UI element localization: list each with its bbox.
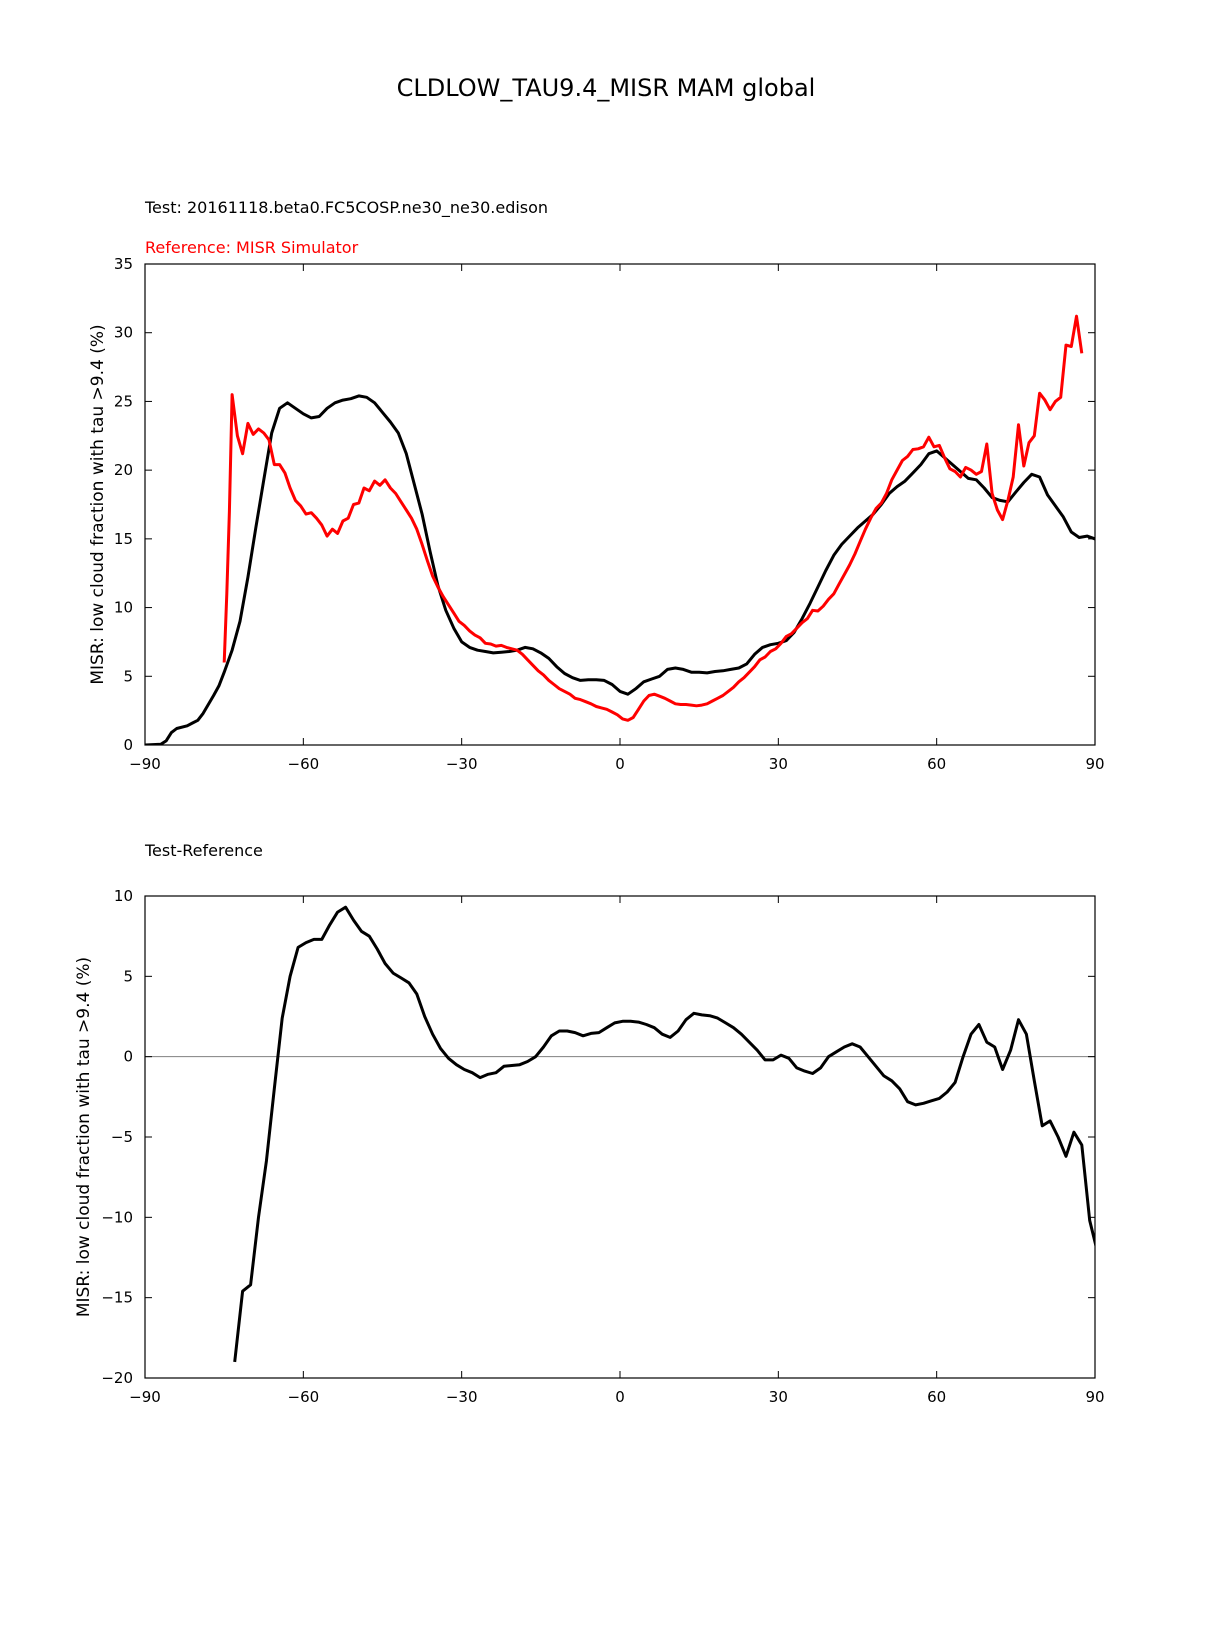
y-tick-label: −15 (101, 1289, 133, 1307)
y-tick-label: −10 (101, 1208, 133, 1226)
x-tick-label: 0 (615, 1388, 625, 1406)
x-tick-label: 30 (769, 755, 788, 773)
axes-frame (144, 263, 1096, 746)
x-tick-label: 60 (927, 1388, 946, 1406)
y-tick-label: 10 (114, 599, 133, 617)
y-tick-label: 5 (123, 967, 133, 985)
y-tick-label: 25 (114, 392, 133, 410)
x-tick-label: 90 (1085, 755, 1104, 773)
y-tick-label: 0 (123, 1048, 133, 1066)
y-tick-label: 0 (123, 736, 133, 754)
test-label: Test: 20161118.beta0.FC5COSP.ne30_ne30.e… (145, 198, 549, 217)
diff-label: Test-Reference (145, 841, 263, 860)
x-tick-label: −60 (288, 755, 320, 773)
test-series-line (145, 394, 1095, 745)
y-axis-label: MISR: low cloud fraction with tau >9.4 (… (88, 324, 108, 684)
x-tick-label: −60 (288, 1388, 320, 1406)
y-tick-label: 5 (123, 667, 133, 685)
reference-label: Reference: MISR Simulator (145, 238, 359, 257)
y-tick-label: −5 (111, 1128, 133, 1146)
plot-panel-2: −90 −60 −30 0 30 60 90 −20 −15 −10 −5 0 5 10 MISR: low… (74, 887, 1105, 1406)
x-tick-label: −30 (446, 755, 478, 773)
plot-panel-1: −90 −60 −30 0 30 60 90 0 5 10 15 20 25 30 35 MISR: low … (88, 255, 1105, 773)
difference-series-line (233, 905, 1095, 1363)
x-tick-label: 60 (927, 755, 946, 773)
figure-title: CLDLOW_TAU9.4_MISR MAM global (396, 74, 816, 102)
axes-frame (144, 895, 1096, 1379)
reference-series-line (222, 314, 1084, 722)
x-tick-label: −30 (446, 1388, 478, 1406)
y-tick-label: 20 (114, 461, 133, 479)
y-axis-label: MISR: low cloud fraction with tau >9.4 (… (74, 957, 94, 1317)
y-tick-label: 30 (114, 324, 133, 342)
x-tick-label: 30 (769, 1388, 788, 1406)
y-tick-label: 10 (114, 887, 133, 905)
x-tick-label: 0 (615, 755, 625, 773)
x-tick-label: 90 (1085, 1388, 1104, 1406)
y-tick-label: 15 (114, 530, 133, 548)
x-tick-label: −90 (129, 1388, 161, 1406)
y-tick-label: −20 (101, 1369, 133, 1387)
x-tick-label: −90 (129, 755, 161, 773)
y-tick-label: 35 (114, 255, 133, 273)
